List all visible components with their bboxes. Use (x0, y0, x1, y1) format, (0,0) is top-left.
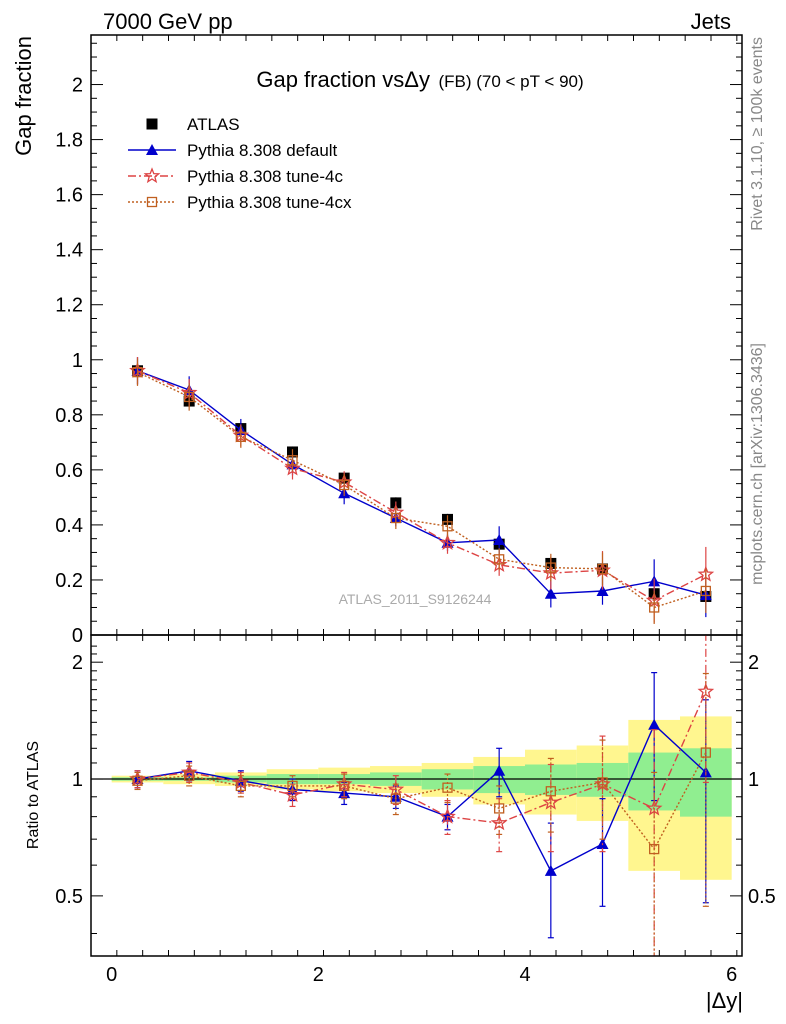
main-point (287, 455, 298, 466)
ratio-point (439, 807, 456, 824)
ratio-ytick-label-right: 0.5 (748, 886, 776, 908)
ratio-ytick-label-right: 2 (748, 652, 759, 674)
main-ytick-label: 0.2 (55, 570, 83, 592)
ratio-point (235, 780, 246, 792)
main-point (597, 563, 608, 575)
side-label-mcplots: mcplots.cern.ch [arXiv:1306.3436] (749, 343, 766, 585)
main-series-line (137, 371, 707, 609)
main-ylabel: Gap fraction (11, 36, 36, 156)
header-right: Jets (691, 9, 731, 34)
main-ytick-label: 1 (72, 350, 83, 372)
main-ytick-label: 0 (72, 625, 83, 647)
ratio-ytick-label-left: 1 (72, 769, 83, 791)
ratio-series-line (137, 691, 707, 824)
legend-marker (146, 118, 158, 130)
main-plot-panel: 0 0.2 0.4 0.6 0.8 1 1.2 1.4 1.6 1.8 2 (55, 34, 743, 647)
ratio-xtick-label: 0 (106, 964, 117, 986)
ratio-point (542, 793, 560, 810)
main-point (132, 367, 143, 378)
ratio-series-line (137, 723, 707, 872)
main-point (494, 554, 505, 565)
ratio-point (700, 747, 711, 758)
ratio-point (597, 777, 608, 788)
ratio-point (645, 799, 663, 816)
main-ytick-label: 0.8 (55, 405, 83, 427)
main-point (649, 602, 660, 613)
main-ytick-label: 2 (72, 75, 83, 97)
ratio-point (493, 764, 506, 776)
main-series-3 (132, 358, 711, 624)
main-ytick-label: 1.2 (55, 295, 83, 317)
main-series-group (129, 357, 715, 624)
ratio-point (132, 775, 143, 786)
ratio-content (91, 635, 742, 956)
legend-label: ATLAS (187, 115, 240, 134)
main-point (493, 534, 506, 546)
ratio-ylabel: Ratio to ATLAS (25, 741, 42, 849)
ratio-point (184, 770, 195, 781)
legend-marker (143, 167, 161, 184)
ratio-point (442, 782, 453, 793)
main-point (235, 431, 246, 442)
legend-marker (146, 196, 158, 208)
main-title: Gap fraction vsΔy (FB) (70 < pT < 90) (256, 67, 583, 92)
header-left: 7000 GeV pp (103, 9, 233, 34)
ratio-point (545, 786, 556, 797)
ratio-point (287, 780, 298, 792)
main-point (700, 585, 711, 597)
ratio-point (544, 864, 557, 876)
main-point (545, 562, 556, 573)
legend-label: Pythia 8.308 tune-4c (187, 167, 343, 186)
legend-marker (146, 144, 158, 155)
main-watermark: ATLAS_2011_S9126244 (339, 591, 492, 607)
main-ytick-label: 1.4 (55, 240, 83, 262)
main-point (284, 459, 301, 476)
legend-label: Pythia 8.308 default (187, 141, 338, 160)
ratio-xlabel: |Δy| (706, 988, 743, 1013)
ratio-point (284, 786, 301, 803)
main-series-0 (132, 365, 712, 602)
main-point (339, 479, 350, 491)
main-point (390, 512, 401, 524)
ratio-xtick-label: 4 (519, 964, 530, 986)
main-point (184, 391, 195, 403)
ratio-ytick-label-right: 1 (748, 769, 759, 791)
main-ytick-label: 1.8 (55, 130, 83, 152)
ratio-ytick-label-left: 0.5 (55, 886, 83, 908)
main-series-line (137, 370, 706, 596)
ratio-point (339, 780, 350, 792)
main-title-suffix: (FB) (70 < pT < 90) (438, 72, 583, 91)
main-series-1 (131, 357, 712, 618)
ratio-point (494, 803, 505, 814)
main-point (442, 521, 453, 532)
main-point (596, 584, 609, 596)
ratio-point (648, 718, 661, 730)
main-series-2 (129, 357, 715, 623)
main-ytick-label: 0.4 (55, 515, 83, 537)
ratio-point (649, 843, 660, 855)
main-series-line (137, 370, 707, 602)
ratio-ytick-label-left: 2 (72, 652, 83, 674)
ratio-xtick-label: 2 (313, 964, 324, 986)
side-label-rivet: Rivet 3.1.10, ≥ 100k events (749, 37, 766, 231)
ratio-point (390, 793, 401, 804)
ratio-plot-panel: 0.5 0.5 1 1 2 2 0 2 4 6 (55, 634, 776, 986)
ratio-xtick-label: 6 (726, 964, 737, 986)
main-point (544, 587, 557, 599)
ratio-series-2 (132, 672, 711, 956)
main-ytick-label: 1.6 (55, 185, 83, 207)
main-ytick-label: 0.6 (55, 460, 83, 482)
main-title-text: Gap fraction vsΔy (256, 67, 430, 92)
ratio-frame (90, 634, 743, 957)
main-point (439, 534, 456, 550)
legend: ATLAS Pythia 8.308 default Pythia 8.308 tu… (128, 115, 352, 212)
legend-label: Pythia 8.308 tune-4cx (187, 193, 352, 212)
